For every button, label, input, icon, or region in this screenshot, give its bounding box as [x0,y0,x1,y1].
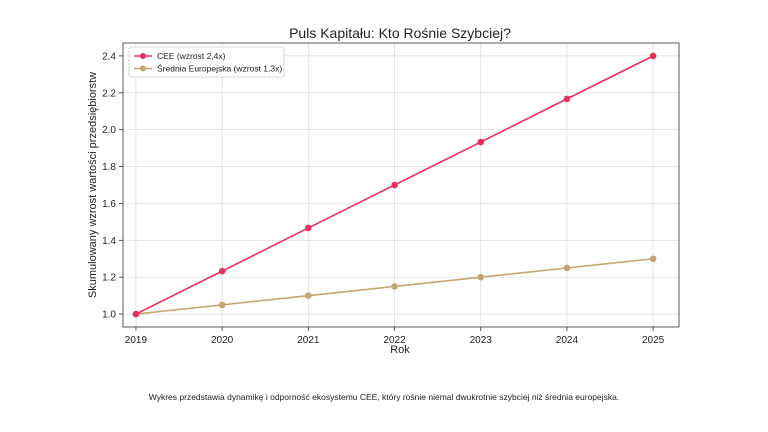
chart-title: Puls Kapitału: Kto Rośnie Szybciej? [289,25,511,41]
y-tick-label: 2.0 [102,125,116,136]
data-point [218,301,226,309]
data-point [305,224,312,232]
legend: CEE (wzrost 2,4x) Średnia Europejska (wzr… [128,46,285,78]
y-tick-label: 1.0 [102,310,116,321]
x-tick-label: 2022 [383,335,406,346]
x-tick-label: 2020 [211,335,234,346]
figure-caption: Wykres przedstawia dynamikę i odporność … [148,392,620,402]
x-axis-title: Rok [390,344,410,356]
y-axis: 1.0 1.2 1.4 1.6 1.8 2.0 2.2 2.4 [102,51,123,321]
x-tick-label: 2019 [125,335,148,346]
x-tick-label: 2025 [642,335,665,346]
data-point [563,95,571,103]
x-tick-label: 2023 [470,335,493,346]
series-0 [132,52,657,318]
y-tick-label: 1.4 [102,236,116,247]
data-point [391,181,398,189]
data-point [391,283,398,290]
data-point [132,310,140,318]
legend-label: CEE (wzrost 2,4x) [157,51,226,61]
legend-box [128,46,285,78]
y-tick-label: 1.8 [102,162,116,173]
legend-label: Średnia Europejska (wzrost 1,3x) [157,63,282,74]
x-tick-label: 2021 [297,335,320,346]
legend-swatch-marker [140,65,146,72]
data-point [218,267,226,275]
series-layer [132,52,657,318]
y-tick-label: 2.2 [102,88,116,99]
legend-swatch-marker [140,53,146,59]
data-point [305,292,312,299]
legend-item: Średnia Europejska (wzrost 1,3x) [134,63,282,74]
data-point [649,255,657,263]
x-tick-label: 2024 [556,335,579,346]
legend-item: CEE (wzrost 2,4x) [134,51,226,61]
grid [123,43,679,327]
y-tick-label: 2.4 [102,51,116,62]
data-point [649,52,657,60]
plot-frame [122,42,680,328]
x-axis: 2019 2020 2021 2022 2023 2024 2025 [125,327,665,346]
data-point [477,138,485,146]
data-point [563,264,571,272]
y-tick-label: 1.2 [102,273,116,284]
y-axis-title: Skumulowany wzrost wartości przedsiębior… [87,72,99,298]
data-point [477,273,485,281]
y-tick-label: 1.6 [102,199,116,210]
